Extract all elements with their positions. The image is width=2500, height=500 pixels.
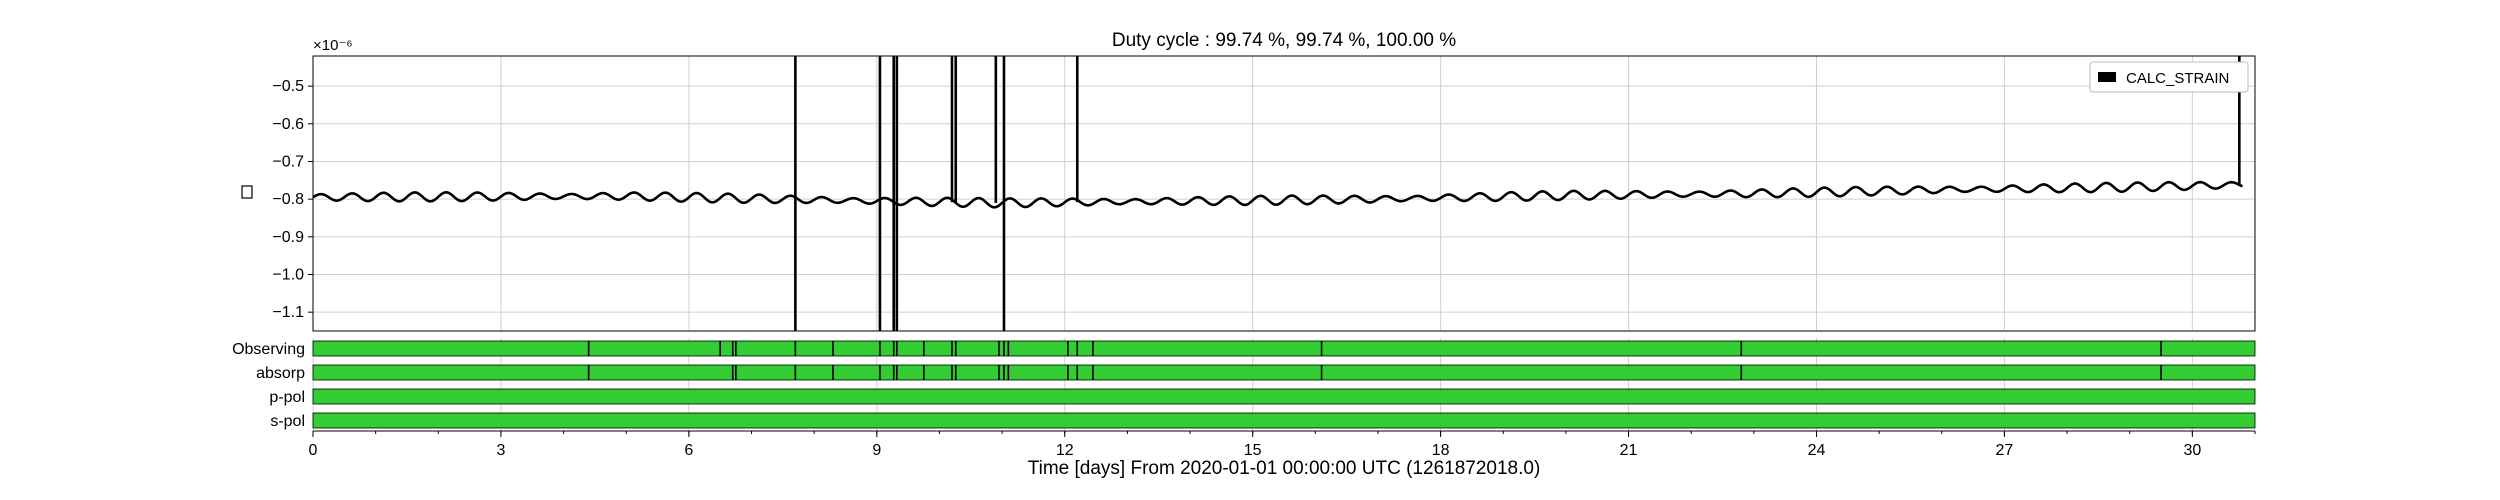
- main-plot-gridlines: [312, 56, 2255, 331]
- x-tick-label: 18: [1432, 442, 1450, 459]
- x-tick-label: 30: [2183, 442, 2201, 459]
- x-tick-label: 6: [684, 442, 693, 459]
- segment-bar-observing: [312, 340, 2256, 357]
- x-tick-label: 0: [309, 442, 318, 459]
- y-axis-label-glyph: [241, 185, 253, 199]
- y-tick-label: −0.9: [272, 229, 304, 246]
- y-tick-label: −0.5: [272, 78, 304, 95]
- y-tick-label: −0.7: [272, 153, 304, 170]
- strain-line: [312, 180, 2243, 209]
- segment-label-p-pol: p-pol: [269, 389, 305, 406]
- x-tick-label: 27: [1996, 442, 2014, 459]
- legend-entry-calc-strain: CALC_STRAIN: [2126, 70, 2229, 87]
- y-tick-label: −0.6: [272, 116, 304, 133]
- y-axis-exponent: ×10⁻⁶: [313, 37, 353, 54]
- segment-rows: Observing absorp p-pol s-pol: [232, 340, 2256, 430]
- x-tick-label: 9: [872, 442, 881, 459]
- y-axis-ticks: −1.1 −1.0 −0.9 −0.8 −0.7 −0.6 −0.5: [272, 78, 313, 321]
- segment-label-s-pol: s-pol: [270, 413, 305, 430]
- x-axis-label: Time [days] From 2020-01-01 00:00:00 UTC…: [1028, 458, 1541, 479]
- y-tick-label: −1.0: [272, 266, 304, 283]
- segment-bar-absorp: [312, 364, 2256, 381]
- y-tick-label: −1.1: [272, 304, 304, 321]
- x-tick-label: 3: [496, 442, 505, 459]
- strain-series: [312, 56, 2243, 331]
- chart-title: Duty cycle : 99.74 %, 99.74 %, 100.00 %: [1112, 30, 1456, 51]
- segment-bar-p-pol: [312, 388, 2256, 405]
- x-tick-label: 24: [1808, 442, 1826, 459]
- segment-label-observing: Observing: [232, 341, 305, 358]
- segment-bar-s-pol: [312, 412, 2256, 429]
- x-tick-label: 12: [1056, 442, 1074, 459]
- segment-label-absorp: absorp: [256, 365, 305, 382]
- legend-frame: [2089, 61, 2249, 93]
- x-axis-ticks: 0 3 6 9 12 15 18 21 24 27 30: [309, 430, 2256, 459]
- main-plot-frame: [312, 55, 2256, 332]
- x-tick-label: 21: [1620, 442, 1638, 459]
- legend: CALC_STRAIN: [2089, 61, 2249, 93]
- x-tick-label: 15: [1244, 442, 1262, 459]
- legend-swatch: [2098, 72, 2116, 82]
- y-tick-label: −0.8: [272, 191, 304, 208]
